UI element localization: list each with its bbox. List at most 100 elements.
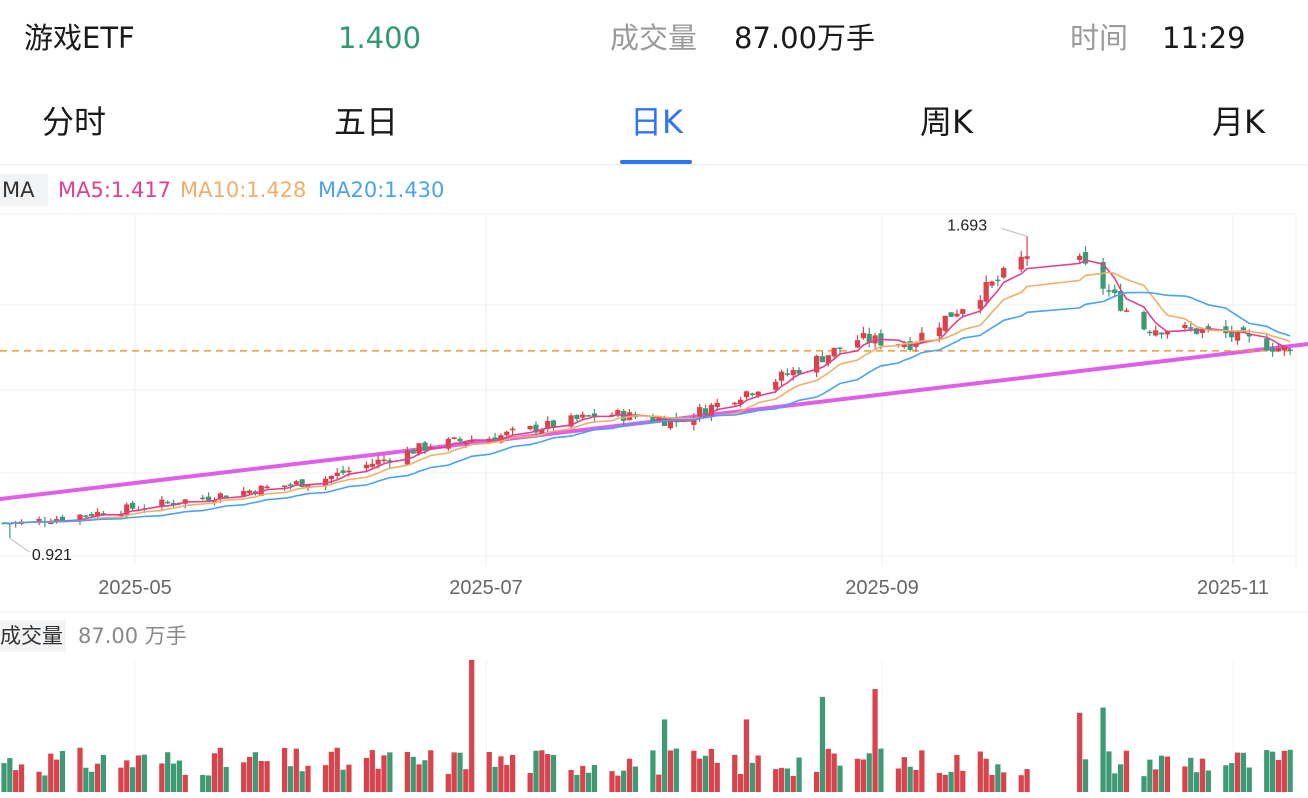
tab-weekly-k[interactable]: 周K [920,103,973,141]
candle-up [1275,348,1282,352]
candle-up [919,332,925,344]
volume-bar [1077,712,1083,792]
volume-bar [281,747,288,792]
candle-up [942,315,948,331]
volume-bar [129,767,136,792]
candle-up [258,485,264,496]
candle-down [650,417,656,422]
volume-bar [1,763,7,792]
candle-up [1281,346,1287,351]
candle-down [205,496,212,501]
candle-down [1287,349,1293,351]
volume-bar [778,767,785,792]
volume-bar [135,755,142,792]
ma5-value: MA5:1.417 [58,178,172,202]
volume-bar [942,774,948,792]
candle-up [48,522,54,525]
volume-label: 成交量 [610,21,698,55]
volume-bar [241,762,247,792]
volume-bar [796,757,802,792]
candle-up [773,381,779,390]
volume-bar [328,751,335,792]
tab-five-day[interactable]: 五日 [334,103,399,141]
volume-bar [1141,776,1147,792]
volume-bar [1269,751,1276,792]
volume-bar [305,765,311,792]
candle-up [451,437,457,439]
volume-bar [410,756,416,792]
candle-up [1164,331,1171,335]
volume-bar [1188,757,1194,792]
candle-up [813,355,820,373]
volume-bar [486,751,492,792]
candle-down [83,515,89,517]
candle-up [1234,330,1241,341]
volume-bar [626,758,633,792]
volume-bar [205,775,212,792]
candle-up [854,340,861,348]
volume-bar [422,760,428,792]
candle-up [363,464,370,469]
volume-bar [293,748,299,792]
volume-bar [878,748,884,792]
tab-monthly-k[interactable]: 月K [1212,103,1265,141]
candle-up [1153,330,1159,336]
volume-bar [609,771,615,792]
volume-bar [872,689,878,792]
volume-bar [1024,769,1030,792]
volume-bar [1229,763,1235,792]
candle-up [463,442,469,444]
candle-down [457,438,463,442]
candle-down [1112,289,1118,294]
volume-bar [1287,749,1293,792]
volume-bar [737,773,744,792]
volume-bar [48,753,54,792]
candle-down [1229,330,1235,338]
volume-bar [445,774,451,792]
volume-bar [299,771,305,792]
candle-down [550,420,557,428]
volume-bar [860,759,867,792]
volume-bar [819,696,826,792]
tab-daily-k[interactable]: 日K [630,103,683,141]
volume-bar [708,749,715,792]
x-tick-label: 2025-11 [1197,577,1269,599]
volume-bar [895,768,902,792]
candle-up [334,472,340,476]
volume-bar [1281,750,1287,792]
volume-bar [170,763,177,792]
volume-bar [182,774,188,792]
ma-indicator-button[interactable]: MA [0,174,48,206]
candle-up [954,313,960,317]
candle-down [749,393,755,395]
candle-down [1117,290,1124,311]
volume-bar [989,775,995,792]
volume-bar [825,748,831,792]
candle-down [796,369,802,374]
volume-bar [954,754,960,792]
volume-bar [287,766,294,792]
volume-bar [1164,756,1171,792]
candle-down [492,437,498,442]
moving-averages [3,259,1291,525]
volume-bar [416,764,422,792]
candle-down [1100,262,1106,289]
candle-down [165,501,171,504]
tab-intraday[interactable]: 分时 [42,103,107,141]
candlesticks [1,236,1293,539]
volume-indicator-button[interactable]: 成交量 [0,620,66,652]
volume-value: 87.00万手 [734,21,876,55]
candle-down [1269,348,1276,352]
candle-up [1199,328,1206,333]
volume-bar [1158,755,1165,792]
volume-bar [667,750,674,792]
candle-down [1205,326,1211,328]
candle-up [901,344,907,348]
volume-bar [615,775,621,792]
volume-bar [83,767,89,792]
volume-bar [1147,759,1153,792]
volume-bar [340,769,346,792]
candle-up [580,414,586,418]
volume-bar [755,755,761,792]
